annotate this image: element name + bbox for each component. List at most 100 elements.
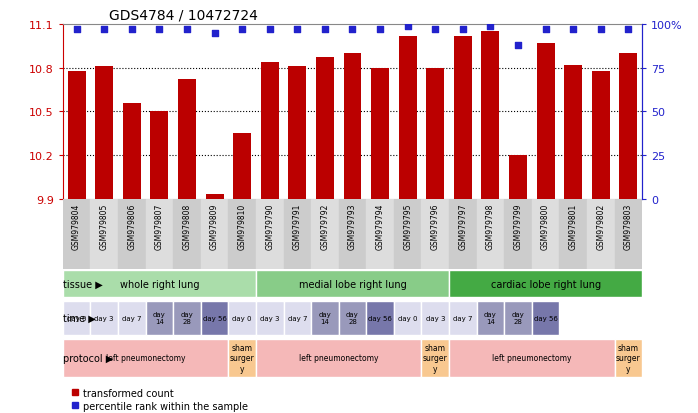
Bar — [316, 58, 334, 199]
Bar — [449, 339, 614, 377]
Text: day 3: day 3 — [260, 315, 279, 321]
Text: protocol ▶: protocol ▶ — [63, 353, 113, 363]
Bar — [228, 301, 256, 335]
Bar — [63, 301, 91, 335]
Text: GSM979798: GSM979798 — [486, 203, 495, 249]
Bar — [426, 69, 444, 199]
Text: left pneumonectomy: left pneumonectomy — [299, 354, 378, 363]
Text: day 7: day 7 — [122, 315, 142, 321]
Point — [209, 30, 220, 37]
Text: GDS4784 / 10472724: GDS4784 / 10472724 — [109, 8, 258, 22]
Text: GSM979804: GSM979804 — [72, 203, 81, 249]
Point — [71, 27, 82, 33]
Bar — [311, 199, 339, 269]
Text: day
14: day 14 — [318, 311, 332, 325]
Text: GSM979791: GSM979791 — [293, 203, 302, 249]
Bar — [449, 271, 642, 298]
Bar — [146, 301, 173, 335]
Bar — [532, 199, 559, 269]
Bar — [482, 32, 499, 199]
Point — [402, 23, 413, 30]
Bar — [256, 271, 449, 298]
Bar — [504, 301, 532, 335]
Bar — [91, 199, 118, 269]
Text: sham
surger
y: sham surger y — [423, 343, 447, 373]
Text: GSM979808: GSM979808 — [182, 203, 191, 249]
Text: cardiac lobe right lung: cardiac lobe right lung — [491, 279, 601, 289]
Legend: transformed count, percentile rank within the sample: transformed count, percentile rank withi… — [68, 384, 252, 413]
Text: day 0: day 0 — [67, 315, 87, 321]
Text: tissue ▶: tissue ▶ — [63, 279, 103, 289]
Point — [292, 27, 303, 33]
Bar — [343, 54, 362, 199]
Bar — [173, 199, 201, 269]
Point — [98, 27, 110, 33]
Bar — [366, 199, 394, 269]
Point — [237, 27, 248, 33]
Bar — [123, 103, 141, 199]
Text: GSM979802: GSM979802 — [596, 203, 605, 249]
Text: GSM979792: GSM979792 — [320, 203, 329, 249]
Text: GSM979803: GSM979803 — [624, 203, 633, 249]
Bar — [614, 199, 642, 269]
Text: left pneumonectomy: left pneumonectomy — [106, 354, 186, 363]
Bar — [283, 199, 311, 269]
Bar — [454, 36, 472, 199]
Bar — [559, 199, 587, 269]
Bar — [201, 301, 228, 335]
Bar — [422, 199, 449, 269]
Text: GSM979790: GSM979790 — [265, 203, 274, 249]
Text: GSM979807: GSM979807 — [155, 203, 164, 249]
Text: GSM979805: GSM979805 — [100, 203, 109, 249]
Text: day
28: day 28 — [512, 311, 524, 325]
Point — [347, 27, 358, 33]
Bar — [206, 195, 223, 199]
Point — [375, 27, 386, 33]
Bar — [564, 66, 582, 199]
Bar — [532, 301, 559, 335]
Text: day
14: day 14 — [484, 311, 497, 325]
Bar — [339, 301, 366, 335]
Bar — [256, 199, 283, 269]
Bar — [422, 301, 449, 335]
Point — [457, 27, 468, 33]
Bar — [146, 199, 173, 269]
Bar — [537, 44, 555, 199]
Text: day
28: day 28 — [346, 311, 359, 325]
Bar — [63, 199, 91, 269]
Text: sham
surger
y: sham surger y — [230, 343, 255, 373]
Bar — [91, 301, 118, 335]
Text: day 3: day 3 — [426, 315, 445, 321]
Bar — [339, 199, 366, 269]
Bar — [173, 301, 201, 335]
Text: day 56: day 56 — [368, 315, 392, 321]
Bar — [178, 80, 196, 199]
Text: GSM979794: GSM979794 — [376, 203, 385, 249]
Bar — [201, 199, 228, 269]
Point — [181, 27, 193, 33]
Text: medial lobe right lung: medial lobe right lung — [299, 279, 406, 289]
Point — [623, 27, 634, 33]
Bar — [63, 339, 228, 377]
Point — [319, 27, 330, 33]
Text: day 0: day 0 — [398, 315, 417, 321]
Text: GSM979796: GSM979796 — [431, 203, 440, 249]
Point — [154, 27, 165, 33]
Text: GSM979793: GSM979793 — [348, 203, 357, 249]
Text: day 7: day 7 — [288, 315, 307, 321]
Bar — [371, 69, 389, 199]
Bar — [477, 301, 504, 335]
Bar — [150, 112, 168, 199]
Bar — [394, 199, 422, 269]
Bar — [233, 134, 251, 199]
Text: GSM979799: GSM979799 — [514, 203, 523, 249]
Bar — [504, 199, 532, 269]
Point — [264, 27, 275, 33]
Bar — [63, 271, 256, 298]
Text: GSM979800: GSM979800 — [541, 203, 550, 249]
Text: day 56: day 56 — [202, 315, 226, 321]
Point — [512, 43, 524, 49]
Text: day 56: day 56 — [534, 315, 558, 321]
Text: sham
surger
y: sham surger y — [616, 343, 641, 373]
Text: day 3: day 3 — [94, 315, 114, 321]
